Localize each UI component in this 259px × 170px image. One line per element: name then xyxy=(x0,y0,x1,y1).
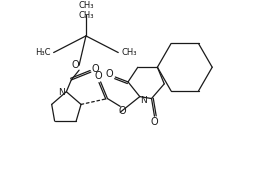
Text: CH₃: CH₃ xyxy=(121,48,137,57)
Text: CH₃: CH₃ xyxy=(78,2,94,11)
Text: H₃C: H₃C xyxy=(35,48,51,57)
Text: O: O xyxy=(95,71,103,81)
Text: O: O xyxy=(106,69,113,79)
Text: O: O xyxy=(118,106,126,116)
Text: O: O xyxy=(92,64,99,74)
Text: N: N xyxy=(58,88,65,97)
Text: O: O xyxy=(151,117,158,127)
Text: N: N xyxy=(140,96,147,105)
Text: O: O xyxy=(71,60,79,70)
Text: CH₃: CH₃ xyxy=(78,11,94,20)
